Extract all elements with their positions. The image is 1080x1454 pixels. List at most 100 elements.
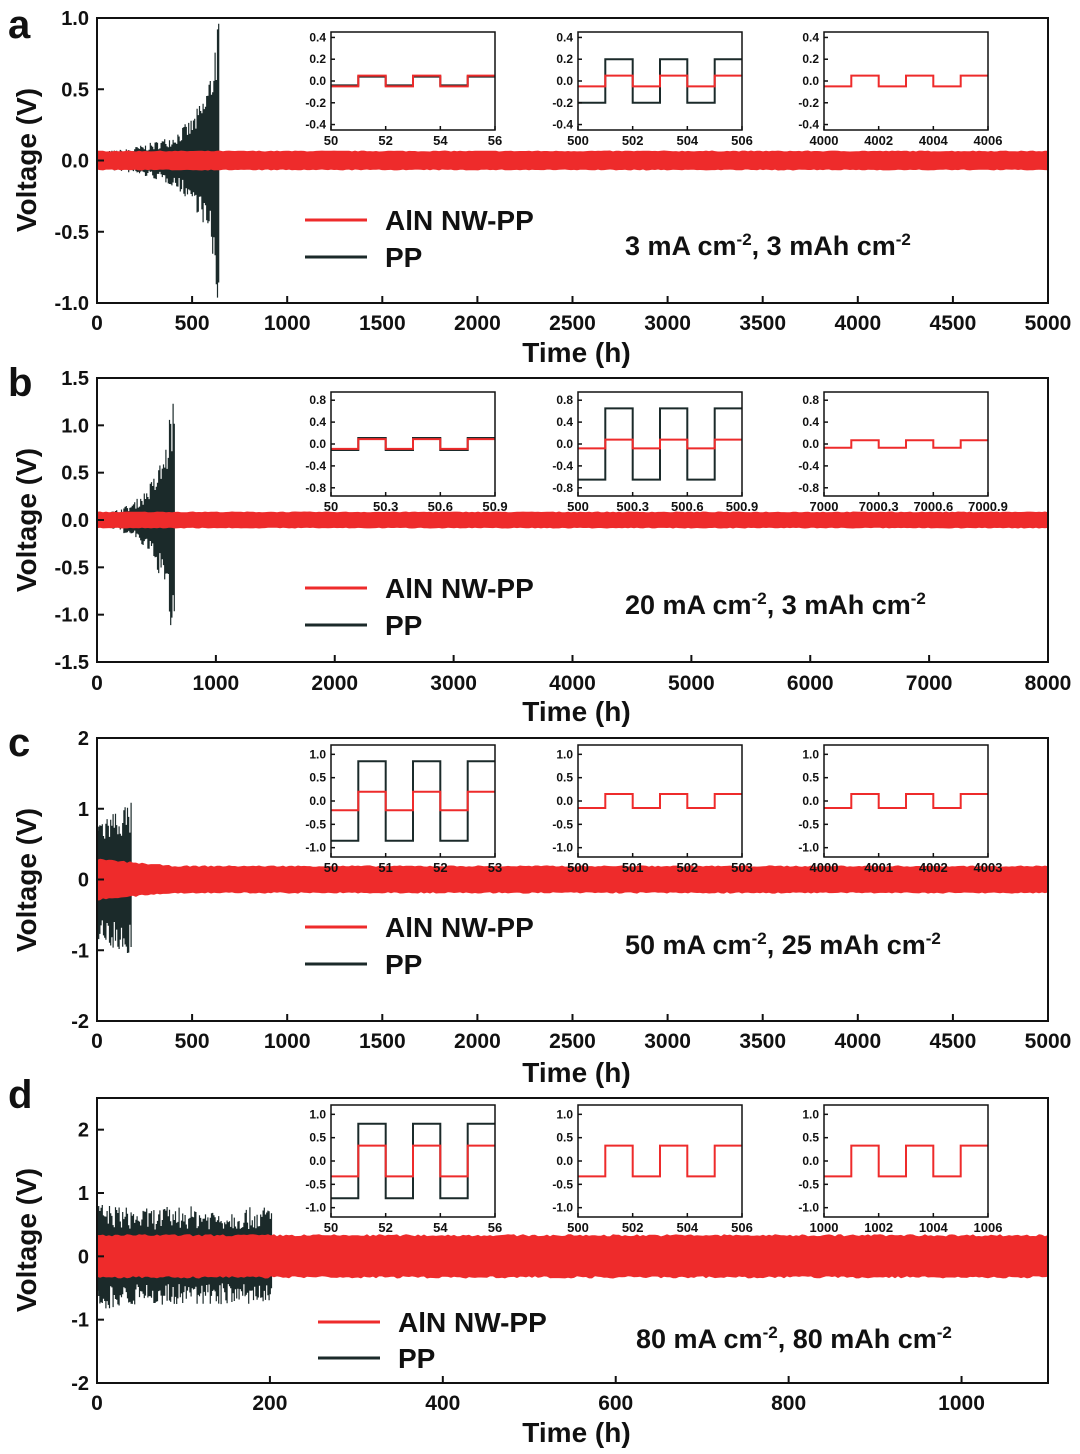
x-tick-label: 500 xyxy=(175,1030,210,1053)
inset-x-tick-label: 1004 xyxy=(919,1220,949,1235)
inset-y-tick-label: 0.4 xyxy=(802,30,819,44)
inset-series-aln-nw-pp xyxy=(824,1144,988,1178)
inset-plot: 4000 4002 4004 4006 -0.4 -0.2 0.0 0.2 0.4 xyxy=(798,30,1002,148)
inset-y-tick-label: 0.0 xyxy=(802,74,819,88)
x-tick-label: 4000 xyxy=(549,672,596,695)
y-axis-label: Voltage (V) xyxy=(11,1168,42,1312)
inset-plot: 50 52 54 56 -0.4 -0.2 0.0 0.2 0.4 xyxy=(305,30,502,148)
condition-label: 3 mA cm-2, 3 mAh cm-2 xyxy=(625,230,911,261)
inset-plot: 50 50.3 50.6 50.9 -0.8 -0.4 0.0 0.4 0.8 xyxy=(305,391,508,514)
inset-plot: 500 502 504 506 -1.0 -0.5 0.0 0.5 1.0 xyxy=(552,1104,753,1235)
inset-y-tick-label: 0.4 xyxy=(309,415,326,429)
inset-y-tick-label: -0.5 xyxy=(305,1177,326,1191)
inset-y-tick-label: -0.2 xyxy=(552,96,573,110)
y-axis-label: Voltage (V) xyxy=(11,448,42,592)
panel-letter: b xyxy=(8,361,32,405)
y-tick-label: 2 xyxy=(78,728,89,750)
inset-x-tick-label: 56 xyxy=(488,1220,502,1235)
x-tick-label: 400 xyxy=(425,1392,460,1415)
x-tick-label: 1500 xyxy=(359,1030,406,1053)
inset-y-tick-label: 0.0 xyxy=(309,437,326,451)
inset-y-tick-label: 0.4 xyxy=(556,415,573,429)
x-tick-label: 0 xyxy=(91,312,103,335)
inset-y-tick-label: 0.5 xyxy=(802,771,819,785)
x-tick-label: 2000 xyxy=(454,1030,501,1053)
inset-x-tick-label: 502 xyxy=(622,1220,644,1235)
x-tick-label: 2500 xyxy=(549,1030,596,1053)
inset-y-tick-label: 0.4 xyxy=(556,30,573,44)
inset-y-tick-label: -0.4 xyxy=(552,459,573,473)
inset-y-tick-label: 0.0 xyxy=(802,1154,819,1168)
x-tick-label: 4500 xyxy=(930,1030,977,1053)
legend-pp-label: PP xyxy=(385,242,422,273)
legend-aln-label: AlN NW-PP xyxy=(398,1307,547,1338)
x-tick-label: 2000 xyxy=(454,312,501,335)
inset-x-tick-label: 4003 xyxy=(974,860,1003,875)
inset-x-tick-label: 500 xyxy=(567,499,589,514)
inset-x-tick-label: 50.6 xyxy=(428,499,453,514)
x-tick-label: 5000 xyxy=(668,672,715,695)
inset-x-tick-label: 4001 xyxy=(864,860,893,875)
inset-x-tick-label: 4000 xyxy=(810,133,839,148)
inset-y-tick-label: -0.4 xyxy=(305,118,326,132)
panel-a: a0 500 1000 1500 2000 2500 3000 3500 4000 4500 500… xyxy=(8,3,1071,368)
y-tick-label: -1 xyxy=(71,940,89,962)
inset-series-aln-nw-pp xyxy=(578,74,742,88)
x-tick-label: 1000 xyxy=(264,1030,311,1053)
y-tick-label: 0.5 xyxy=(61,79,89,101)
inset-x-tick-label: 501 xyxy=(622,860,644,875)
inset-y-tick-label: 0.0 xyxy=(556,1154,573,1168)
x-tick-label: 1000 xyxy=(264,312,311,335)
inset-y-tick-label: -0.5 xyxy=(798,1177,819,1191)
y-tick-label: 1 xyxy=(78,1183,89,1205)
inset-y-tick-label: 0.0 xyxy=(802,794,819,808)
inset-y-tick-label: 1.0 xyxy=(556,1107,573,1121)
y-tick-label: -1.0 xyxy=(55,293,89,315)
y-axis-label: Voltage (V) xyxy=(11,808,42,952)
inset-x-tick-label: 51 xyxy=(378,860,392,875)
legend-pp-label: PP xyxy=(398,1343,435,1374)
y-axis-label: Voltage (V) xyxy=(11,88,42,232)
inset-y-tick-label: -0.8 xyxy=(798,481,819,495)
inset-y-tick-label: -0.5 xyxy=(798,817,819,831)
inset-y-tick-label: 0.2 xyxy=(309,52,326,66)
x-tick-label: 4000 xyxy=(834,312,881,335)
legend-aln-label: AlN NW-PP xyxy=(385,205,534,236)
inset-y-tick-label: -1.0 xyxy=(798,1201,819,1215)
inset-x-tick-label: 52 xyxy=(378,1220,392,1235)
x-tick-label: 0 xyxy=(91,672,103,695)
inset-y-tick-label: -1.0 xyxy=(305,841,326,855)
inset-plot: 50 51 52 53 -1.0 -0.5 0.0 0.5 1.0 xyxy=(305,744,502,875)
y-tick-label: -1.5 xyxy=(55,652,89,674)
inset-plot: 4000 4001 4002 4003 -1.0 -0.5 0.0 0.5 1.0 xyxy=(798,744,1003,875)
y-tick-label: 0.5 xyxy=(61,463,89,485)
inset-x-tick-label: 1000 xyxy=(810,1220,839,1235)
inset-series-aln-nw-pp xyxy=(824,74,988,88)
inset-y-tick-label: 0.0 xyxy=(309,1154,326,1168)
inset-y-tick-label: 1.0 xyxy=(309,747,326,761)
y-tick-label: 1.0 xyxy=(61,8,89,30)
inset-y-tick-label: 0.0 xyxy=(802,437,819,451)
inset-y-tick-label: 0.8 xyxy=(309,393,326,407)
inset-y-tick-label: 0.0 xyxy=(556,74,573,88)
inset-x-tick-label: 4002 xyxy=(919,860,948,875)
legend-pp-label: PP xyxy=(385,949,422,980)
inset-x-tick-label: 500.9 xyxy=(726,499,759,514)
inset-y-tick-label: 0.2 xyxy=(802,52,819,66)
inset-x-tick-label: 4004 xyxy=(919,133,949,148)
y-tick-label: 0 xyxy=(78,1246,89,1268)
inset-y-tick-label: 1.0 xyxy=(556,747,573,761)
inset-x-tick-label: 50.3 xyxy=(373,499,398,514)
inset-series-aln-nw-pp xyxy=(578,793,742,809)
panel-d: d 0 200 400 600 800 1000 -2 -1 0 1 2 Time (h) Voltage… xyxy=(8,1073,1049,1448)
plot-frame xyxy=(96,1097,1049,1384)
x-axis-label: Time (h) xyxy=(522,1417,630,1448)
inset-plot: 50 52 54 56 -1.0 -0.5 0.0 0.5 1.0 xyxy=(305,1104,502,1235)
x-tick-label: 5000 xyxy=(1025,312,1072,335)
x-tick-label: 4500 xyxy=(930,312,977,335)
inset-x-tick-label: 500.6 xyxy=(671,499,704,514)
legend-aln-label: AlN NW-PP xyxy=(385,912,534,943)
inset-series-aln-nw-pp xyxy=(331,790,495,812)
inset-plot: 1000 1002 1004 1006 -1.0 -0.5 0.0 0.5 1.0 xyxy=(798,1104,1002,1235)
inset-series-aln-nw-pp xyxy=(331,1144,495,1178)
